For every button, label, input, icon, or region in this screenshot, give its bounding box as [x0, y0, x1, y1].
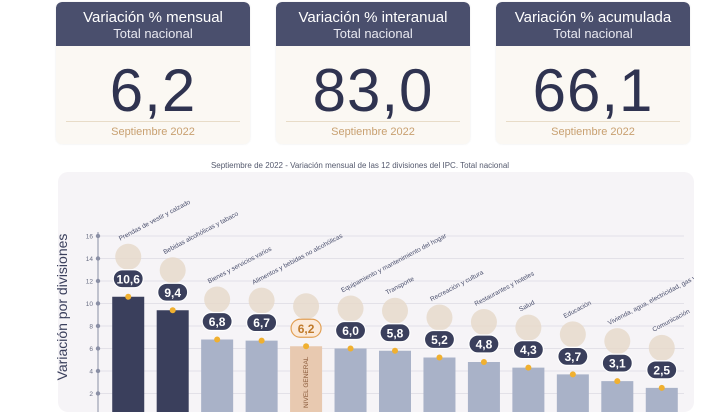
division-illustration — [115, 244, 141, 270]
value-label: 6,8 — [209, 315, 226, 329]
y-tick-label: 12 — [86, 279, 94, 286]
kpi-value: 66,1 — [496, 60, 690, 122]
kpi-card-header: Variación % mensual Total nacional — [56, 2, 250, 46]
y-axis-label: Variación por divisiones — [54, 234, 70, 381]
value-label: 5,2 — [431, 333, 448, 347]
division-illustration — [515, 315, 541, 341]
category-label: Salud — [518, 299, 536, 313]
bar — [601, 381, 633, 412]
category-label: Educación — [562, 300, 592, 321]
bar-marker — [659, 385, 665, 391]
division-illustration — [293, 293, 319, 319]
bar — [157, 310, 189, 412]
kpi-title: Variación % interanual — [276, 2, 470, 26]
value-label: 4,8 — [476, 338, 493, 352]
division-illustration — [604, 328, 630, 354]
bar-marker — [392, 348, 398, 354]
kpi-card-monthly: Variación % mensual Total nacional 6,2 S… — [56, 2, 250, 144]
y-tick-dot — [96, 391, 100, 395]
y-tick-dot — [96, 346, 100, 350]
bar — [335, 349, 367, 412]
bar — [423, 358, 455, 412]
kpi-title: Variación % acumulada — [496, 2, 690, 26]
value-label: 3,1 — [609, 357, 626, 371]
value-label: 2,5 — [653, 363, 670, 377]
category-label: Bebidas alcohólicas y tabaco — [162, 210, 240, 256]
bar — [646, 388, 678, 412]
kpi-divider — [506, 121, 680, 122]
value-label: 3,7 — [565, 350, 582, 364]
kpi-title: Variación % mensual — [56, 2, 250, 26]
value-label: 10,6 — [117, 272, 141, 286]
y-tick-label: 6 — [89, 346, 93, 353]
value-label: 5,8 — [387, 326, 404, 340]
y-tick-dot — [96, 301, 100, 305]
y-tick-label: 16 — [86, 234, 94, 241]
y-tick-label: 14 — [86, 256, 94, 263]
division-illustration — [249, 288, 275, 314]
kpi-divider — [286, 121, 460, 122]
division-illustration — [649, 335, 675, 361]
category-label: Transporte — [385, 276, 416, 297]
category-label: Comunicación — [651, 308, 691, 334]
y-tick-dot — [96, 324, 100, 328]
bar-marker — [570, 371, 576, 377]
category-label: Alimentos y bebidas no alcohólicas — [251, 232, 344, 286]
bar — [512, 368, 544, 412]
kpi-subtitle: Total nacional — [276, 26, 470, 42]
kpi-value: 6,2 — [56, 60, 250, 122]
value-label: 6,7 — [253, 316, 270, 330]
y-tick-dot — [96, 369, 100, 373]
division-illustration — [338, 296, 364, 322]
y-tick-dot — [96, 234, 100, 238]
y-tick-label: 2 — [89, 391, 93, 398]
kpi-subtitle: Total nacional — [496, 26, 690, 42]
division-illustration — [471, 309, 497, 335]
bar-marker — [436, 355, 442, 361]
y-tick-dot — [96, 256, 100, 260]
bar — [557, 374, 589, 412]
bar — [112, 297, 144, 412]
kpi-card-header: Variación % acumulada Total nacional — [496, 2, 690, 46]
kpi-period: Septiembre 2022 — [276, 126, 470, 138]
bar-marker — [125, 294, 131, 300]
y-tick-dot — [96, 279, 100, 283]
bar — [201, 340, 233, 412]
division-illustration — [382, 298, 408, 324]
bar-marker — [525, 365, 531, 371]
bar-marker — [259, 338, 265, 344]
category-label: Recreación y cultura — [429, 269, 485, 303]
kpi-card-header: Variación % interanual Total nacional — [276, 2, 470, 46]
division-illustration — [426, 305, 452, 331]
chart-title: Septiembre de 2022 - Variación mensual d… — [0, 161, 720, 170]
bar-marker — [214, 337, 220, 343]
kpi-card-accumulated: Variación % acumulada Total nacional 66,… — [496, 2, 690, 144]
y-tick-label: 10 — [86, 301, 94, 308]
y-tick-label: 4 — [89, 369, 93, 376]
division-illustration — [160, 257, 186, 283]
bar — [379, 351, 411, 412]
bar-marker — [614, 378, 620, 384]
value-label: 4,3 — [520, 343, 537, 357]
kpi-period: Septiembre 2022 — [496, 126, 690, 138]
value-label: 6,0 — [342, 324, 359, 338]
y-tick-label: 8 — [89, 324, 93, 331]
kpi-divider — [66, 121, 240, 122]
bar — [246, 341, 278, 412]
category-label: NIVEL GENERAL — [303, 356, 310, 408]
kpi-period: Septiembre 2022 — [56, 126, 250, 138]
bar-marker — [170, 307, 176, 313]
bar-marker — [348, 346, 354, 352]
division-illustration — [204, 287, 230, 313]
bar-marker — [303, 343, 309, 349]
kpi-value: 83,0 — [276, 60, 470, 122]
division-illustration — [560, 321, 586, 347]
value-label: 9,4 — [164, 286, 181, 300]
value-label: 6,2 — [298, 322, 315, 336]
bar-marker — [481, 359, 487, 365]
kpi-card-yearly: Variación % interanual Total nacional 83… — [276, 2, 470, 144]
kpi-subtitle: Total nacional — [56, 26, 250, 42]
